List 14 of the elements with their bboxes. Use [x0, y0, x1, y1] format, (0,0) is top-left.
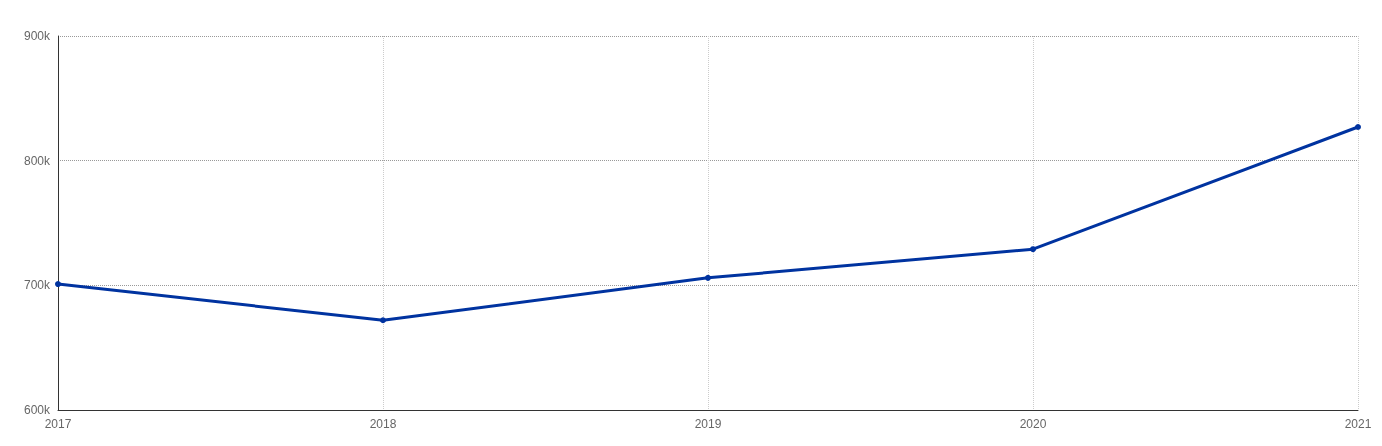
point	[380, 317, 386, 324]
x-tick-label: 2020	[1019, 417, 1047, 431]
point	[705, 274, 711, 281]
point	[1355, 124, 1361, 131]
x-tick-label: 2019	[694, 417, 722, 431]
point	[1030, 246, 1036, 253]
y-tick-label: 600k	[23, 403, 51, 417]
x-tick-label: 2021	[1344, 417, 1372, 431]
x-tick-label: 2018	[369, 417, 397, 431]
point	[55, 281, 61, 288]
y-tick-label: 700k	[23, 278, 51, 293]
y-tick-label: 900k	[23, 29, 51, 43]
y-tick-label: 800k	[23, 153, 51, 168]
x-tick-label: 2017	[44, 417, 72, 431]
